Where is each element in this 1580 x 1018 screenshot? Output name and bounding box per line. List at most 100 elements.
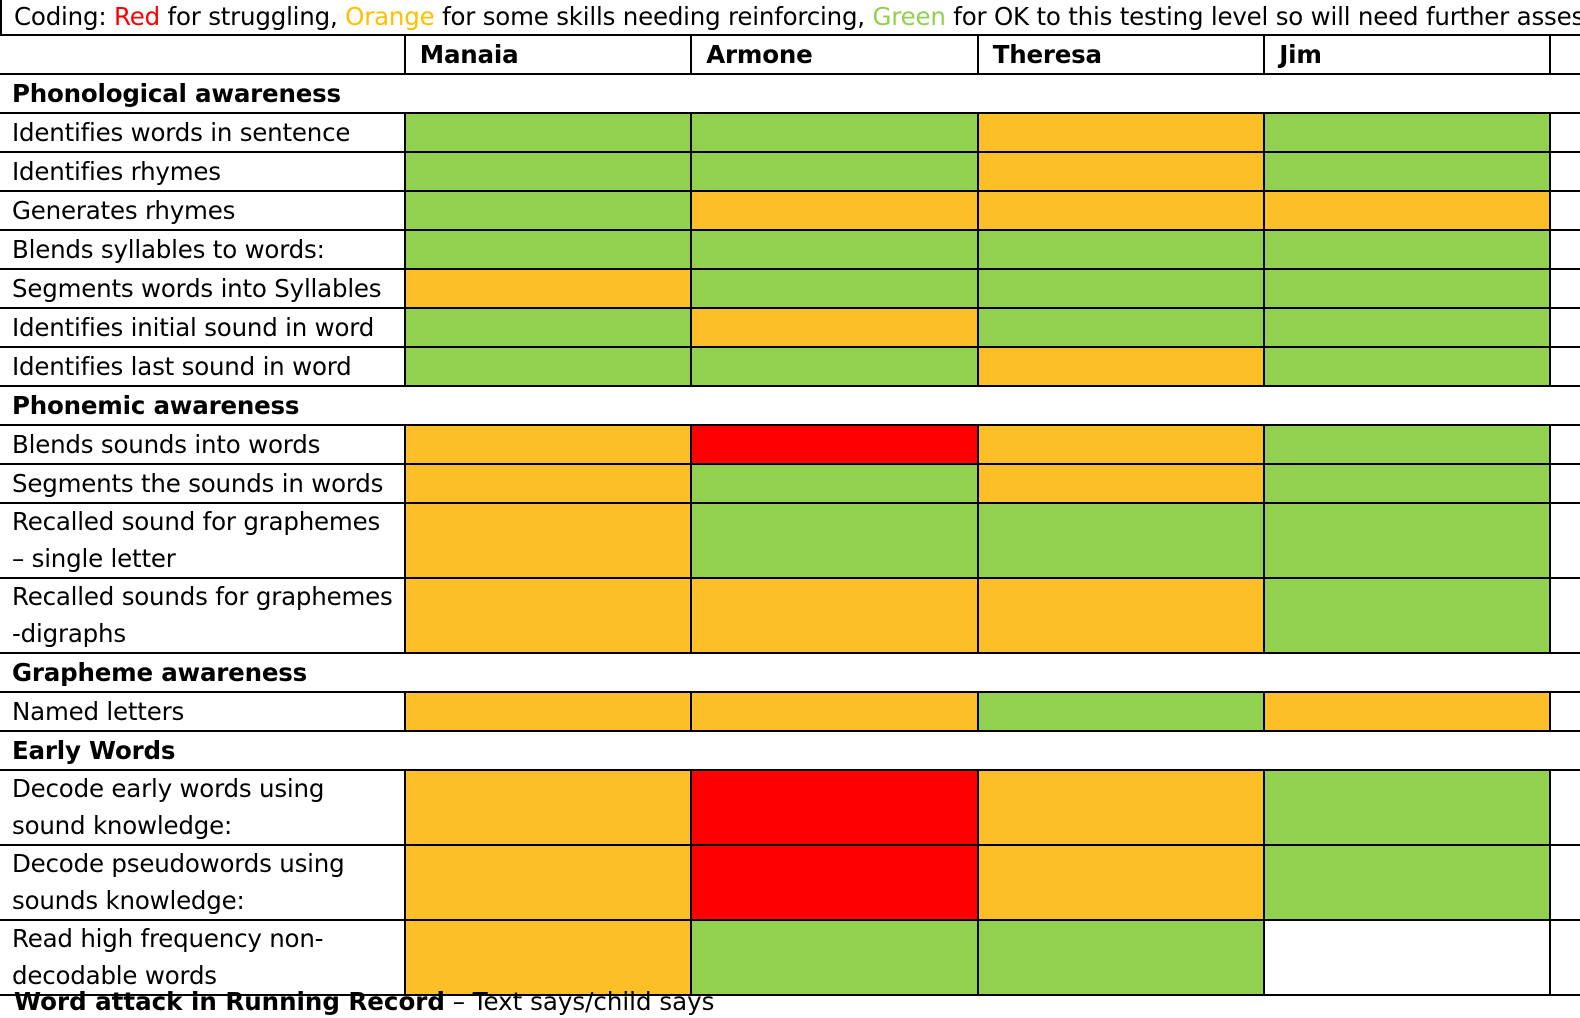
status-cell-orange <box>690 307 979 348</box>
skill-row: Segments words into Syllables <box>0 268 1580 309</box>
skill-row: Identifies initial sound in word <box>0 307 1580 348</box>
status-cell-green <box>403 151 693 192</box>
skill-label-line: Decode pseudowords using <box>12 849 345 878</box>
status-cell-green <box>690 346 979 387</box>
status-cell-orange <box>976 844 1266 921</box>
status-cell-green <box>1263 307 1552 348</box>
legend-green-desc: for OK to this testing level so will nee… <box>945 2 1580 31</box>
overflow-cell <box>1549 424 1580 465</box>
skill-label: Read high frequency non-decodable words <box>0 919 406 996</box>
skill-label: Decode pseudowords using sounds knowledge… <box>0 844 406 921</box>
overflow-cell <box>1549 769 1580 846</box>
skill-row: Read high frequency non-decodable words <box>0 919 1580 996</box>
skill-label: Recalled sound for graphemes – single let… <box>0 502 406 579</box>
status-cell-green <box>403 229 693 270</box>
status-cell-green <box>976 268 1266 309</box>
status-cell-orange <box>976 190 1266 231</box>
overflow-cell <box>1549 112 1580 153</box>
status-cell-green <box>976 919 1266 996</box>
overflow-cell <box>1549 190 1580 231</box>
skill-label: Identifies words in sentence <box>0 112 406 153</box>
status-cell-orange <box>403 769 693 846</box>
section-title: Phonemic awareness <box>0 385 1580 426</box>
skill-label: Decode early words using sound knowledge: <box>0 769 406 846</box>
status-cell-green <box>1263 844 1552 921</box>
skill-label: Segments the sounds in words <box>0 463 406 504</box>
status-cell-orange <box>1263 691 1552 732</box>
section-row: Phonological awareness <box>0 73 1580 114</box>
skill-row: Recalled sounds for graphemes -digraphs <box>0 577 1580 654</box>
status-cell-green <box>1263 769 1552 846</box>
status-cell-orange <box>690 190 979 231</box>
skill-label-line: Read high frequency non- <box>12 924 324 953</box>
page-edge <box>0 0 2 34</box>
status-cell-green <box>976 502 1266 579</box>
status-cell-green <box>1263 346 1552 387</box>
legend-orange: Orange <box>345 2 435 31</box>
status-cell-green <box>690 151 979 192</box>
status-cell-green <box>976 307 1266 348</box>
status-cell-orange <box>403 424 693 465</box>
skill-label: Named letters <box>0 691 406 732</box>
overflow-cell <box>1549 151 1580 192</box>
footer-bold: Word attack in Running Record <box>14 987 445 1016</box>
overflow-cell <box>1549 844 1580 921</box>
status-cell-green <box>1263 268 1552 309</box>
header-blank <box>0 34 406 75</box>
coding-legend: Coding: Red for struggling, Orange for s… <box>14 1 1580 33</box>
skill-label-line: decodable words <box>12 960 217 990</box>
status-cell-green <box>690 463 979 504</box>
status-cell-green <box>403 346 693 387</box>
skill-label: Recalled sounds for graphemes -digraphs <box>0 577 406 654</box>
header-row: Manaia Armone Theresa Jim <box>0 34 1580 75</box>
skill-label-line: Recalled sound for graphemes <box>12 507 381 536</box>
overflow-cell <box>1549 691 1580 732</box>
skill-label-line: Recalled sounds for graphemes <box>12 582 393 611</box>
legend-green: Green <box>872 2 946 31</box>
status-cell-green <box>1263 502 1552 579</box>
overflow-cell <box>1549 268 1580 309</box>
section-title: Grapheme awareness <box>0 652 1580 693</box>
skill-label-line: – single letter <box>12 543 176 573</box>
status-cell-orange <box>403 463 693 504</box>
student-header: Manaia <box>403 34 693 75</box>
skill-label: Blends syllables to words: <box>0 229 406 270</box>
status-cell-orange <box>1263 190 1552 231</box>
overflow-cell <box>1549 502 1580 579</box>
header-overflow <box>1549 34 1580 75</box>
skill-label-line: sounds knowledge: <box>12 885 245 915</box>
status-cell-green <box>403 112 693 153</box>
skill-row: Blends sounds into words <box>0 424 1580 465</box>
section-title: Early Words <box>0 730 1580 771</box>
overflow-cell <box>1549 307 1580 348</box>
student-header: Armone <box>690 34 979 75</box>
skill-row: Identifies last sound in word <box>0 346 1580 387</box>
footer-cut-text: Word attack in Running Record – Text say… <box>14 986 714 1018</box>
legend-red: Red <box>113 2 160 31</box>
status-cell-orange <box>976 577 1266 654</box>
status-cell-green <box>1263 112 1552 153</box>
status-cell-orange <box>403 502 693 579</box>
status-cell-orange <box>403 844 693 921</box>
overflow-cell <box>1549 229 1580 270</box>
skill-row: Identifies words in sentence <box>0 112 1580 153</box>
skill-row: Named letters <box>0 691 1580 732</box>
status-cell-green <box>403 307 693 348</box>
coding-prefix: Coding: <box>14 2 114 31</box>
legend-red-desc: for struggling, <box>159 2 346 31</box>
skill-row: Identifies rhymes <box>0 151 1580 192</box>
skill-row: Segments the sounds in words <box>0 463 1580 504</box>
status-cell-orange <box>403 919 693 996</box>
status-cell-orange <box>690 691 979 732</box>
section-row: Phonemic awareness <box>0 385 1580 426</box>
status-cell-red <box>690 844 979 921</box>
status-cell-green <box>690 502 979 579</box>
skill-label: Segments words into Syllables <box>0 268 406 309</box>
status-cell-orange <box>976 346 1266 387</box>
status-cell-orange <box>403 691 693 732</box>
status-cell-orange <box>976 769 1266 846</box>
overflow-cell <box>1549 577 1580 654</box>
skill-label: Blends sounds into words <box>0 424 406 465</box>
legend-orange-desc: for some skills needing reinforcing, <box>434 2 873 31</box>
overflow-cell <box>1549 346 1580 387</box>
